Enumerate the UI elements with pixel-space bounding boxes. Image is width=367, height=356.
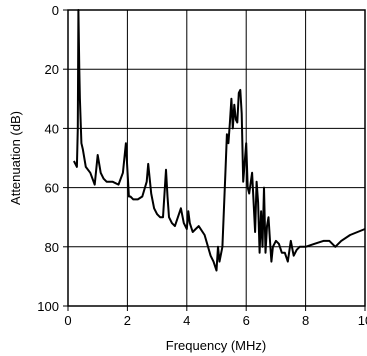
y-tick-label: 40	[45, 121, 59, 136]
x-tick-label: 8	[302, 313, 309, 328]
y-tick-label: 0	[52, 3, 59, 18]
y-tick-label: 100	[37, 299, 59, 314]
x-tick-label: 6	[243, 313, 250, 328]
y-tick-label: 80	[45, 240, 59, 255]
x-axis-title: Frequency (MHz)	[166, 338, 266, 353]
y-tick-label: 60	[45, 181, 59, 196]
x-tick-label: 2	[124, 313, 131, 328]
x-tick-label: 0	[64, 313, 71, 328]
y-axis-title: Attenuation (dB)	[8, 111, 23, 205]
series-line-0	[73, 9, 366, 272]
y-tick-label: 20	[45, 62, 59, 77]
series-layer	[73, 9, 366, 272]
x-tick-label: 10	[358, 313, 367, 328]
axis-ticks: 0246810020406080100	[37, 3, 367, 328]
x-tick-label: 4	[183, 313, 190, 328]
plot-frame	[67, 9, 366, 307]
